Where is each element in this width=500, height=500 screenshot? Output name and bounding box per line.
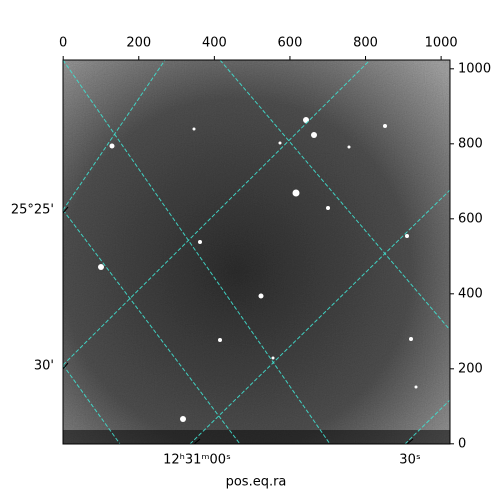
x-tick-label: 600 [278, 36, 303, 51]
world-y-tick [62, 206, 69, 214]
x-tick-label: 0 [59, 36, 67, 51]
x-tick-label: 800 [353, 36, 378, 51]
y-tick-label: 0 [458, 436, 466, 451]
y-tick-label: 600 [458, 211, 483, 226]
world-y-tick-label: 30' [34, 359, 54, 374]
image [63, 60, 450, 444]
frame [62, 59, 451, 445]
world-x-tick [406, 438, 414, 445]
x-tick-label: 200 [126, 36, 151, 51]
x-axis-label: pos.eq.ra [226, 475, 287, 490]
y-tick-label: 1000 [458, 61, 491, 76]
world-x-tick-label: 12ʰ31ᵐ00ˢ [163, 453, 231, 468]
world-y-tick [62, 362, 69, 370]
world-x-tick [193, 438, 201, 445]
world-y-tick-label: 25°25' [11, 203, 54, 218]
x-tick-label: 400 [202, 36, 227, 51]
y-tick-label: 400 [458, 286, 483, 301]
x-tick-label: 1000 [425, 36, 458, 51]
y-tick-label: 800 [458, 136, 483, 151]
stars [98, 117, 418, 422]
world-grid [63, 60, 450, 444]
y-tick-label: 200 [458, 361, 483, 376]
world-x-tick-label: 30ˢ [399, 453, 421, 468]
